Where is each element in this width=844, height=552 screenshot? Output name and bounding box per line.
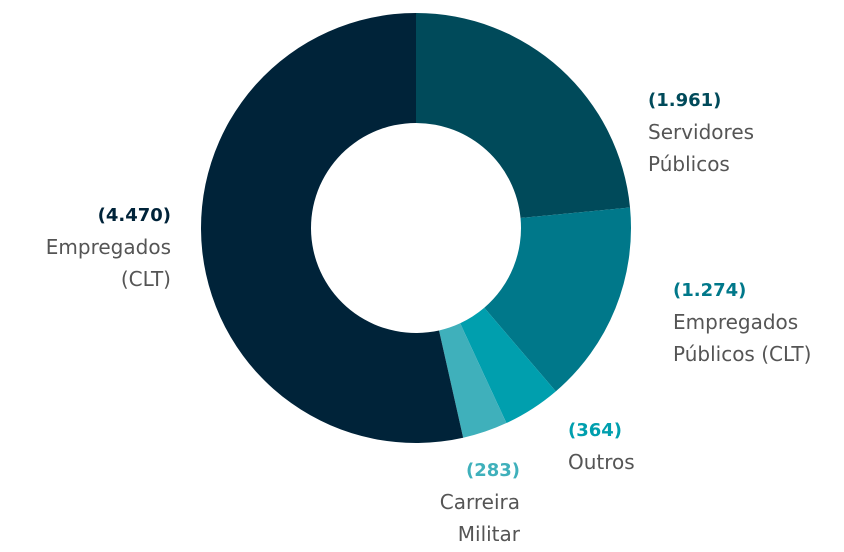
slice-label: (4.470) Empregados (CLT): [10, 201, 171, 295]
category-label: Empregados (CLT): [45, 235, 171, 291]
slice-label: (1.274) Empregados Públicos (CLT): [673, 276, 844, 370]
donut-slice: [439, 323, 507, 438]
donut-slice: [460, 307, 556, 424]
slice-label: (364) Outros: [568, 416, 688, 478]
category-label: Servidores Públicos: [648, 120, 755, 176]
value-label: (283): [465, 460, 520, 481]
category-label: Outros: [568, 450, 635, 474]
value-label: (4.470): [97, 205, 171, 226]
value-label: (364): [568, 420, 623, 441]
donut-slice: [416, 13, 631, 218]
category-label: Empregados Públicos (CLT): [673, 310, 812, 366]
category-label: Carreira Militar: [439, 490, 520, 546]
slice-label: (1.961) Servidores Públicos: [648, 86, 798, 180]
value-label: (1.961): [648, 90, 722, 111]
donut-slice: [200, 13, 464, 443]
slice-label: (283) Carreira Militar: [410, 456, 520, 550]
value-label: (1.274): [673, 280, 747, 301]
donut-slice: [484, 207, 631, 392]
